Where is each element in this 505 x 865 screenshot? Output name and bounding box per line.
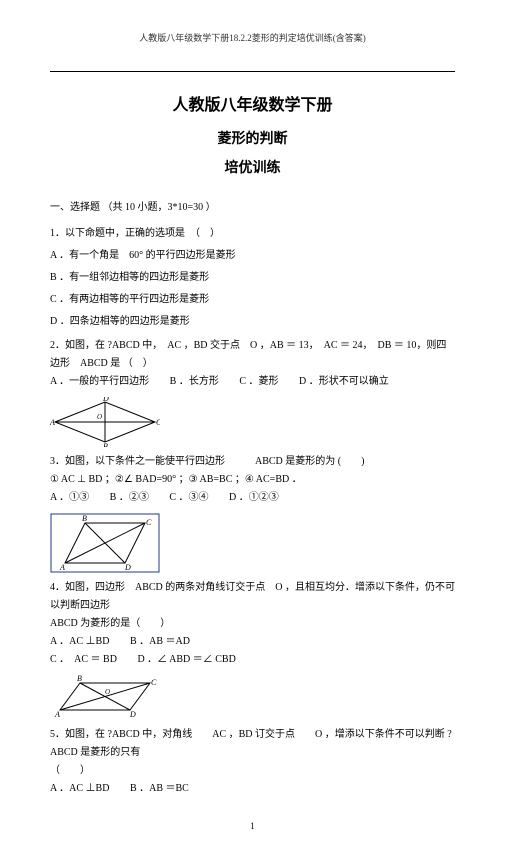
q1-opt-d: D ．四条边相等的四边形是菱形: [50, 313, 455, 331]
svg-text:C: C: [156, 418, 160, 427]
q3-opt-d: D ．①②③: [229, 492, 279, 503]
q4-opt-b: B ．AB ＝AD: [130, 636, 190, 647]
q4-options-row2: C ． AC ＝ BD D ．∠ ABD ＝∠ CBD: [50, 651, 455, 669]
svg-text:D: D: [124, 563, 131, 572]
question-3: 3．如图，以下条件之一能使平行四边形 ABCD 是菱形的为 ( ) ① AC ⊥…: [50, 453, 455, 573]
q2-opt-b: B ．长方形: [170, 376, 219, 387]
svg-text:B: B: [103, 442, 108, 447]
svg-text:A: A: [54, 710, 60, 719]
question-4: 4．如图，四边形 ABCD 的两条对角线订交于点 O ，且相互均分．增添以下条件…: [50, 579, 455, 720]
svg-text:A: A: [50, 418, 55, 427]
q4-options-row1: A ．AC ⊥BD B ．AB ＝AD: [50, 633, 455, 651]
svg-text:C: C: [146, 518, 152, 527]
q2-options: A ．一般的平行四边形 B ．长方形 C ．菱形 D ．形状不可以确立: [50, 373, 455, 391]
q3-opt-b: B ．②③: [110, 492, 149, 503]
question-5: 5．如图，在 ?ABCD 中，对角线 AC ，BD 订交于点 O ，增添以下条件…: [50, 726, 455, 798]
svg-text:B: B: [82, 514, 87, 523]
section-head-1: 一、选择题 （共 10 小题，3*10=30 ）: [50, 199, 455, 217]
figure-q2-rhombus: A D C B O: [50, 397, 160, 447]
q3-opt-c: C ．③④: [169, 492, 208, 503]
title-sub1: 菱形的判断: [50, 127, 455, 152]
header-rule: [50, 71, 455, 72]
q5-stem1: 5．如图，在 ?ABCD 中，对角线 AC ，BD 订交于点 O ，增添以下条件…: [50, 726, 455, 762]
q5-opt-b: B ．AB ＝BC: [130, 783, 189, 794]
q1-stem: 1．以下命题中，正确的选项是 （ ）: [50, 225, 455, 243]
question-1: 1．以下命题中，正确的选项是 （ ） A ．有一个角是 60° 的平行四边形是菱…: [50, 225, 455, 331]
title-main: 人教版八年级数学下册: [50, 92, 455, 121]
q1-opt-a: A ．有一个角是 60° 的平行四边形是菱形: [50, 247, 455, 265]
q3-stem: 3．如图，以下条件之一能使平行四边形 ABCD 是菱形的为 ( ): [50, 453, 455, 471]
q3-options: A ．①③ B ．②③ C ．③④ D ．①②③: [50, 489, 455, 507]
svg-text:O: O: [105, 688, 110, 696]
q5-options: A ．AC ⊥BD B ．AB ＝BC: [50, 780, 455, 798]
q1-opt-b: B ．有一组邻边相等的四边形是菱形: [50, 269, 455, 287]
title-sub2: 培优训练: [50, 156, 455, 181]
q4-stem1: 4．如图，四边形 ABCD 的两条对角线订交于点 O ，且相互均分．增添以下条件…: [50, 579, 455, 615]
svg-text:O: O: [97, 413, 102, 421]
figure-q3-parallelogram: A B C D: [50, 513, 160, 573]
q3-cond: ① AC ⊥ BD ；②∠ BAD=90° ；③ AB=BC ；④ AC=BD …: [50, 471, 455, 489]
svg-text:C: C: [151, 678, 157, 687]
q2-stem: 2．如图，在 ?ABCD 中， AC ，BD 交于点 O ，AB ＝ 13， A…: [50, 337, 455, 373]
page-number: 1: [50, 818, 455, 834]
q2-opt-d: D ．形状不可以确立: [299, 376, 389, 387]
svg-text:A: A: [59, 563, 65, 572]
svg-text:D: D: [129, 710, 136, 719]
q2-opt-a: A ．一般的平行四边形: [50, 376, 149, 387]
q2-opt-c: C ．菱形: [239, 376, 278, 387]
doc-header: 人教版八年级数学下册18.2.2菱形的判定培优训练(含答案): [50, 30, 455, 46]
q1-opt-c: C ．有两边相等的平行四边形是菱形: [50, 291, 455, 309]
question-2: 2．如图，在 ?ABCD 中， AC ，BD 交于点 O ，AB ＝ 13， A…: [50, 337, 455, 447]
q4-opt-c: C ． AC ＝ BD: [50, 654, 117, 665]
q4-opt-d: D ．∠ ABD ＝∠ CBD: [137, 654, 235, 665]
q5-opt-a: A ．AC ⊥BD: [50, 783, 109, 794]
q5-stem2: （ ）: [50, 762, 455, 780]
q4-stem2: ABCD 为菱形的是（ ）: [50, 615, 455, 633]
svg-text:D: D: [102, 397, 109, 403]
q4-opt-a: A ．AC ⊥BD: [50, 636, 109, 647]
q3-opt-a: A ．①③: [50, 492, 89, 503]
svg-text:B: B: [77, 675, 82, 683]
